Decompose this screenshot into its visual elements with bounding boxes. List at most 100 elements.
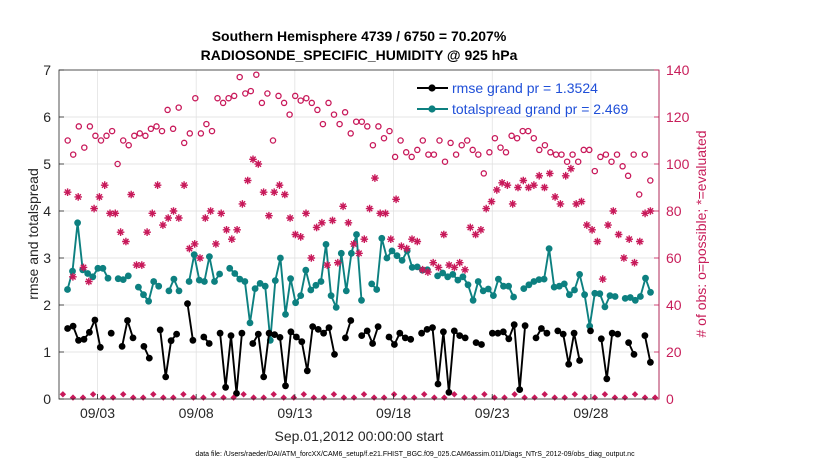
rmse-point (86, 328, 93, 336)
spread-point (642, 274, 649, 282)
spread-point (637, 293, 644, 300)
rmse-point (429, 324, 436, 331)
y-axis-right-label: # of obs: o=possible; *=evaluated (693, 130, 709, 337)
spread-point (566, 291, 573, 299)
spread-point (459, 273, 467, 281)
obs-evaluated-point (318, 218, 326, 227)
rmse-point (91, 316, 99, 324)
obs-possible-point (547, 149, 554, 156)
spread-point (332, 304, 340, 311)
spread-point (393, 252, 401, 260)
rmse-point (189, 336, 197, 344)
spread-point (626, 294, 634, 301)
obs-evaluated-point (122, 237, 130, 246)
obs-possible-point (153, 123, 160, 130)
obs-possible-point (236, 73, 243, 81)
spread-point (469, 296, 477, 304)
rmse-point (510, 321, 518, 329)
spread-point (621, 295, 629, 302)
obs-evaluated-point (487, 197, 496, 206)
obs-evaluated-point (392, 195, 400, 204)
obs-baseline-point (270, 391, 277, 398)
obs-evaluated-point (413, 237, 422, 246)
obs-possible-point (275, 92, 282, 100)
obs-possible-point (369, 141, 377, 149)
obs-possible-point (524, 127, 532, 135)
obs-evaluated-point (175, 214, 183, 222)
y-left-tick-label: 7 (43, 62, 51, 78)
obs-evaluated-point (588, 226, 596, 234)
rmse-point (494, 329, 502, 337)
obs-possible-point (452, 151, 460, 158)
obs-possible-point (647, 177, 654, 184)
obs-possible-point (169, 125, 177, 133)
obs-possible-point (225, 94, 232, 102)
rmse-point (347, 317, 355, 324)
spread-point (525, 281, 533, 289)
rmse-point (478, 341, 485, 348)
spread-point (449, 271, 457, 278)
obs-evaluated-point (164, 214, 172, 222)
spread-point (135, 283, 142, 291)
rmse-point (418, 329, 425, 337)
spread-point (647, 288, 654, 296)
obs-possible-point (291, 92, 299, 100)
spread-point (282, 311, 289, 318)
spread-point (571, 286, 578, 294)
rmse-point (276, 334, 284, 341)
obs-possible-point (602, 151, 610, 158)
obs-evaluated-point (371, 174, 379, 182)
rmse-point (407, 335, 415, 343)
spread-point (530, 278, 538, 285)
obs-possible-point (358, 118, 366, 125)
obs-possible-point (469, 146, 476, 154)
obs-evaluated-point (593, 237, 602, 246)
obs-baseline-point (421, 391, 428, 398)
obs-baseline-point (451, 391, 458, 398)
rmse-point (314, 326, 322, 333)
rmse-point (450, 327, 458, 335)
spread-point (64, 286, 71, 293)
spread-point (368, 280, 376, 288)
rmse-point (320, 329, 327, 337)
obs-possible-point (97, 137, 105, 144)
obs-evaluated-point (148, 209, 157, 218)
obs-possible-point (247, 87, 255, 95)
obs-baseline-point (561, 394, 568, 401)
obs-possible-point (131, 132, 138, 140)
spread-point (474, 278, 482, 285)
spread-point (631, 296, 639, 304)
spread-point (119, 276, 127, 283)
rmse-point (489, 329, 496, 337)
rmse-point (647, 358, 654, 366)
legend-spread-label: totalspread grand pr = 2.469 (452, 101, 629, 117)
obs-evaluated-point (69, 273, 77, 281)
obs-evaluated-point (424, 268, 432, 276)
obs-possible-point (441, 158, 449, 165)
spread-point (500, 282, 507, 290)
obs-baseline-point (541, 391, 548, 398)
spread-point (99, 264, 107, 272)
obs-possible-point (508, 132, 515, 140)
obs-possible-point (364, 123, 371, 130)
obs-possible-point (530, 134, 538, 142)
spread-point (297, 292, 305, 299)
obs-possible-point (86, 123, 94, 130)
spread-point (464, 281, 472, 289)
spread-point (251, 285, 259, 292)
x-tick-label: 09/18 (376, 405, 411, 421)
obs-baseline-point (240, 391, 247, 398)
spread-point (373, 286, 381, 293)
spread-point (439, 269, 447, 277)
obs-evaluated-point (132, 261, 141, 269)
spread-point (312, 281, 320, 289)
spread-point (236, 275, 244, 283)
x-tick-label: 09/23 (475, 405, 510, 421)
spread-point (348, 249, 355, 257)
obs-possible-point (475, 151, 482, 158)
obs-possible-point (253, 71, 260, 78)
obs-evaluated-point (143, 228, 151, 236)
obs-evaluated-point (402, 244, 411, 253)
obs-baseline-point (571, 391, 578, 398)
spread-point (444, 273, 452, 281)
